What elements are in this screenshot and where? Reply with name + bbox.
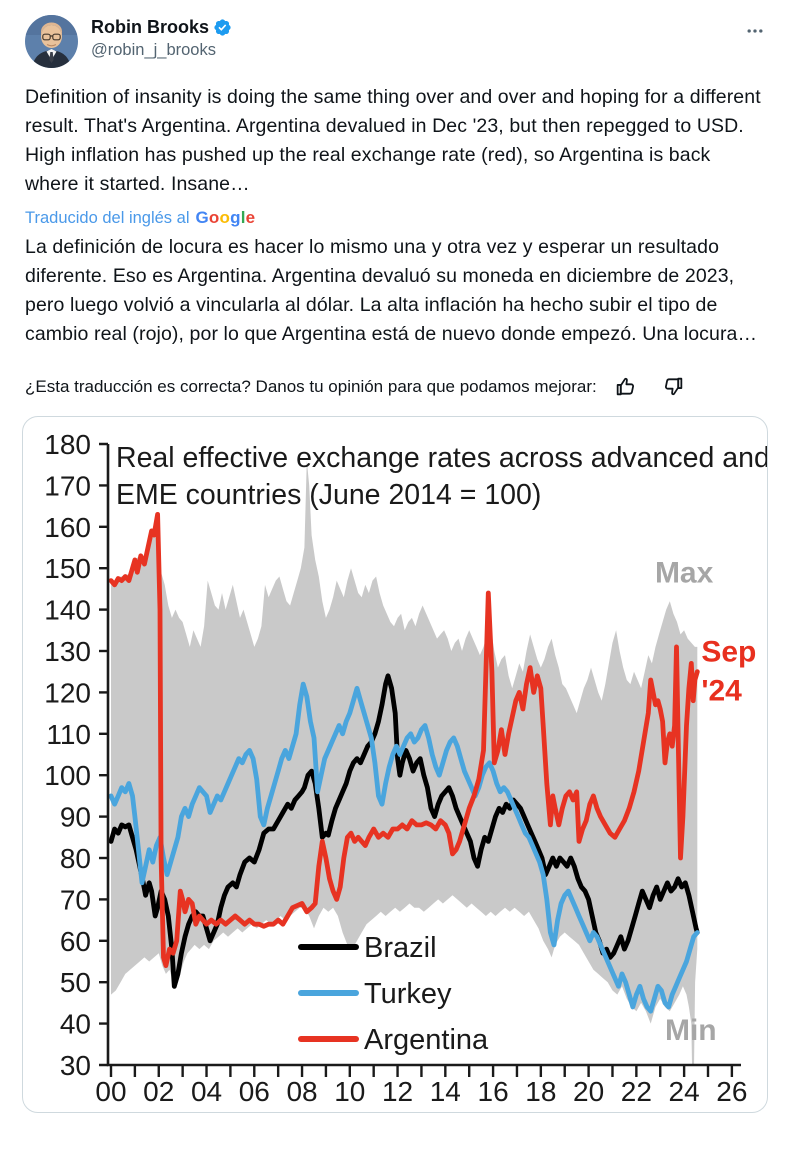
google-logo-letter: o	[219, 208, 231, 227]
y-axis-label: 30	[60, 1050, 91, 1081]
more-options-icon[interactable]	[745, 15, 765, 46]
feedback-prompt: ¿Esta traducción es correcta? Danos tu o…	[25, 376, 597, 396]
author-handle[interactable]: @robin_j_brooks	[91, 41, 216, 59]
x-axis-label: 06	[239, 1076, 270, 1107]
avatar-photo	[25, 15, 78, 68]
google-logo-letter: l	[240, 208, 246, 227]
translated-from-label[interactable]: Traducido del inglés al	[25, 208, 190, 227]
series-line-argentina	[108, 512, 700, 968]
y-axis-label: 170	[44, 470, 91, 501]
x-axis-label: 12	[382, 1076, 413, 1107]
google-logo-letter: e	[245, 208, 256, 227]
tweet-text-spanish: La definición de locura es hacer lo mism…	[25, 236, 758, 345]
google-logo-letter: g	[230, 208, 241, 227]
chart-title-line-2: EME countries (June 2014 = 100)	[116, 479, 541, 511]
y-axis-label: 180	[44, 429, 91, 460]
google-logo: Google	[195, 208, 255, 228]
sep24-line2: '24	[701, 675, 742, 708]
x-axis-label: 10	[334, 1076, 365, 1107]
legend-label-turkey: Turkey	[364, 978, 452, 1010]
legend-label-brazil: Brazil	[364, 932, 437, 964]
x-axis-label: 00	[95, 1076, 126, 1107]
y-axis-label: 70	[60, 884, 91, 915]
y-axis-label: 50	[60, 967, 91, 998]
y-axis-label: 140	[44, 595, 91, 626]
x-axis-label: 14	[430, 1076, 461, 1107]
x-axis-label: 16	[478, 1076, 509, 1107]
sep24-line1: Sep	[701, 635, 756, 668]
y-axis-label: 160	[44, 512, 91, 543]
chart-image-card[interactable]: 30 40 50 60 70 80 90 100 110 120 130 140 150 160 170 18…	[22, 416, 768, 1113]
thumbs-up-icon[interactable]	[614, 374, 639, 399]
y-axis-label: 40	[60, 1009, 91, 1040]
google-logo-letter: o	[208, 208, 220, 227]
x-axis-label: 04	[191, 1076, 222, 1107]
translation-feedback-row: ¿Esta traducción es correcta? Danos tu o…	[25, 374, 765, 399]
y-axis-label: 80	[60, 843, 91, 874]
thumbs-down-icon[interactable]	[660, 374, 685, 399]
verified-badge-icon	[213, 18, 232, 37]
google-logo-letter: G	[195, 208, 209, 227]
x-axis-label: 24	[669, 1076, 700, 1107]
y-axis-label: 90	[60, 802, 91, 833]
y-axis-label: 110	[46, 719, 91, 750]
y-axis-label: 150	[44, 553, 91, 584]
translation-attribution[interactable]: Traducido del inglés al Google	[25, 208, 765, 228]
post-header: Robin Brooks @robin_j_brooks	[25, 15, 765, 68]
avatar[interactable]	[25, 15, 78, 68]
exchange-rate-chart: 30 40 50 60 70 80 90 100 110 120 130 140 150 160 170 18…	[44, 429, 768, 1107]
x-axis-label: 22	[621, 1076, 652, 1107]
x-axis-label: 20	[573, 1076, 604, 1107]
min-label: Min	[665, 1014, 717, 1047]
chart-title-line-1: Real effective exchange rates across adv…	[116, 442, 768, 474]
author-name[interactable]: Robin Brooks	[91, 17, 210, 37]
x-axis-label: 02	[143, 1076, 174, 1107]
tweet-text-english: Definition of insanity is doing the same…	[25, 86, 761, 195]
legend-label-argentina: Argentina	[364, 1024, 489, 1056]
series-line-turkey	[108, 681, 700, 1014]
y-axis-label: 130	[44, 636, 91, 667]
max-min-band	[111, 460, 698, 1065]
x-axis-label: 26	[716, 1076, 747, 1107]
x-axis-label: 18	[525, 1076, 556, 1107]
y-axis-label: 60	[60, 926, 91, 957]
y-axis-label: 100	[44, 760, 91, 791]
x-axis-label: 08	[286, 1076, 317, 1107]
y-axis-label: 120	[44, 677, 91, 708]
max-label: Max	[655, 557, 714, 590]
